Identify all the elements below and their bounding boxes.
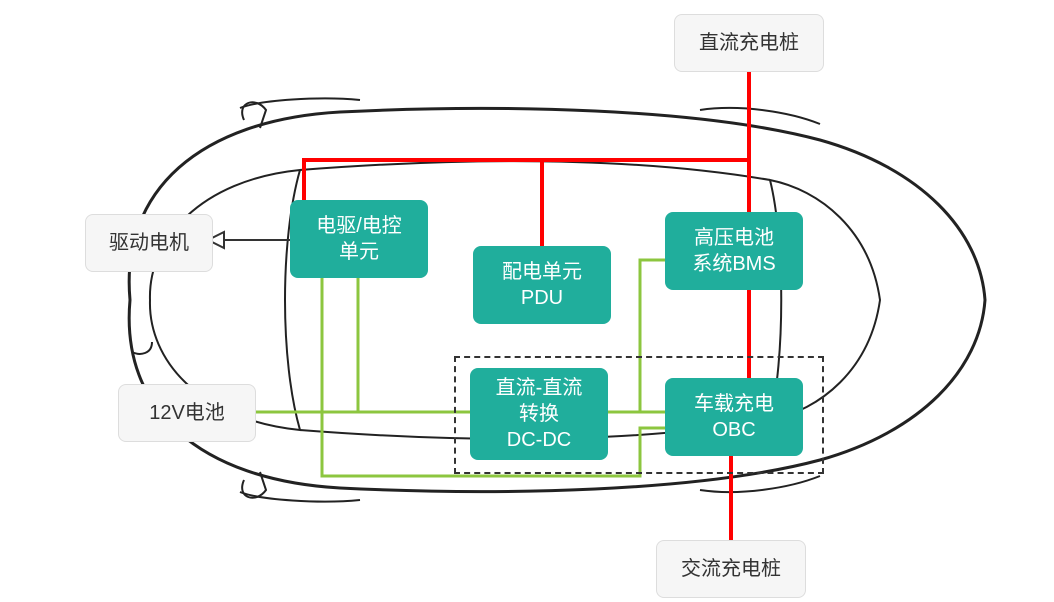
node-motor: 驱动电机 bbox=[85, 214, 213, 272]
node-dc-charger: 直流充电桩 bbox=[674, 14, 824, 72]
node-dcdc: 直流-直流 转换 DC-DC bbox=[470, 368, 608, 460]
diagram-canvas: 直流充电桩 驱动电机 电驱/电控 单元 配电单元 PDU 高压电池 系统BMS … bbox=[0, 0, 1054, 602]
node-bms: 高压电池 系统BMS bbox=[665, 212, 803, 290]
node-drive-ctrl: 电驱/电控 单元 bbox=[290, 200, 428, 278]
node-obc: 车载充电 OBC bbox=[665, 378, 803, 456]
node-12v-battery: 12V电池 bbox=[118, 384, 256, 442]
node-pdu: 配电单元 PDU bbox=[473, 246, 611, 324]
node-ac-charger: 交流充电桩 bbox=[656, 540, 806, 598]
